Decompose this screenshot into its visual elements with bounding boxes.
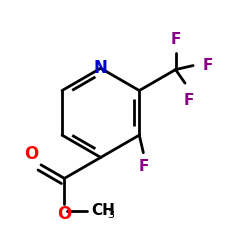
Text: N: N [94,59,108,77]
Text: CH: CH [92,203,115,218]
Text: O: O [24,145,39,163]
Text: F: F [170,32,181,47]
Text: O: O [57,206,71,224]
Text: F: F [138,160,148,174]
Text: F: F [184,92,194,108]
Text: 3: 3 [107,210,114,220]
Text: F: F [202,58,213,73]
